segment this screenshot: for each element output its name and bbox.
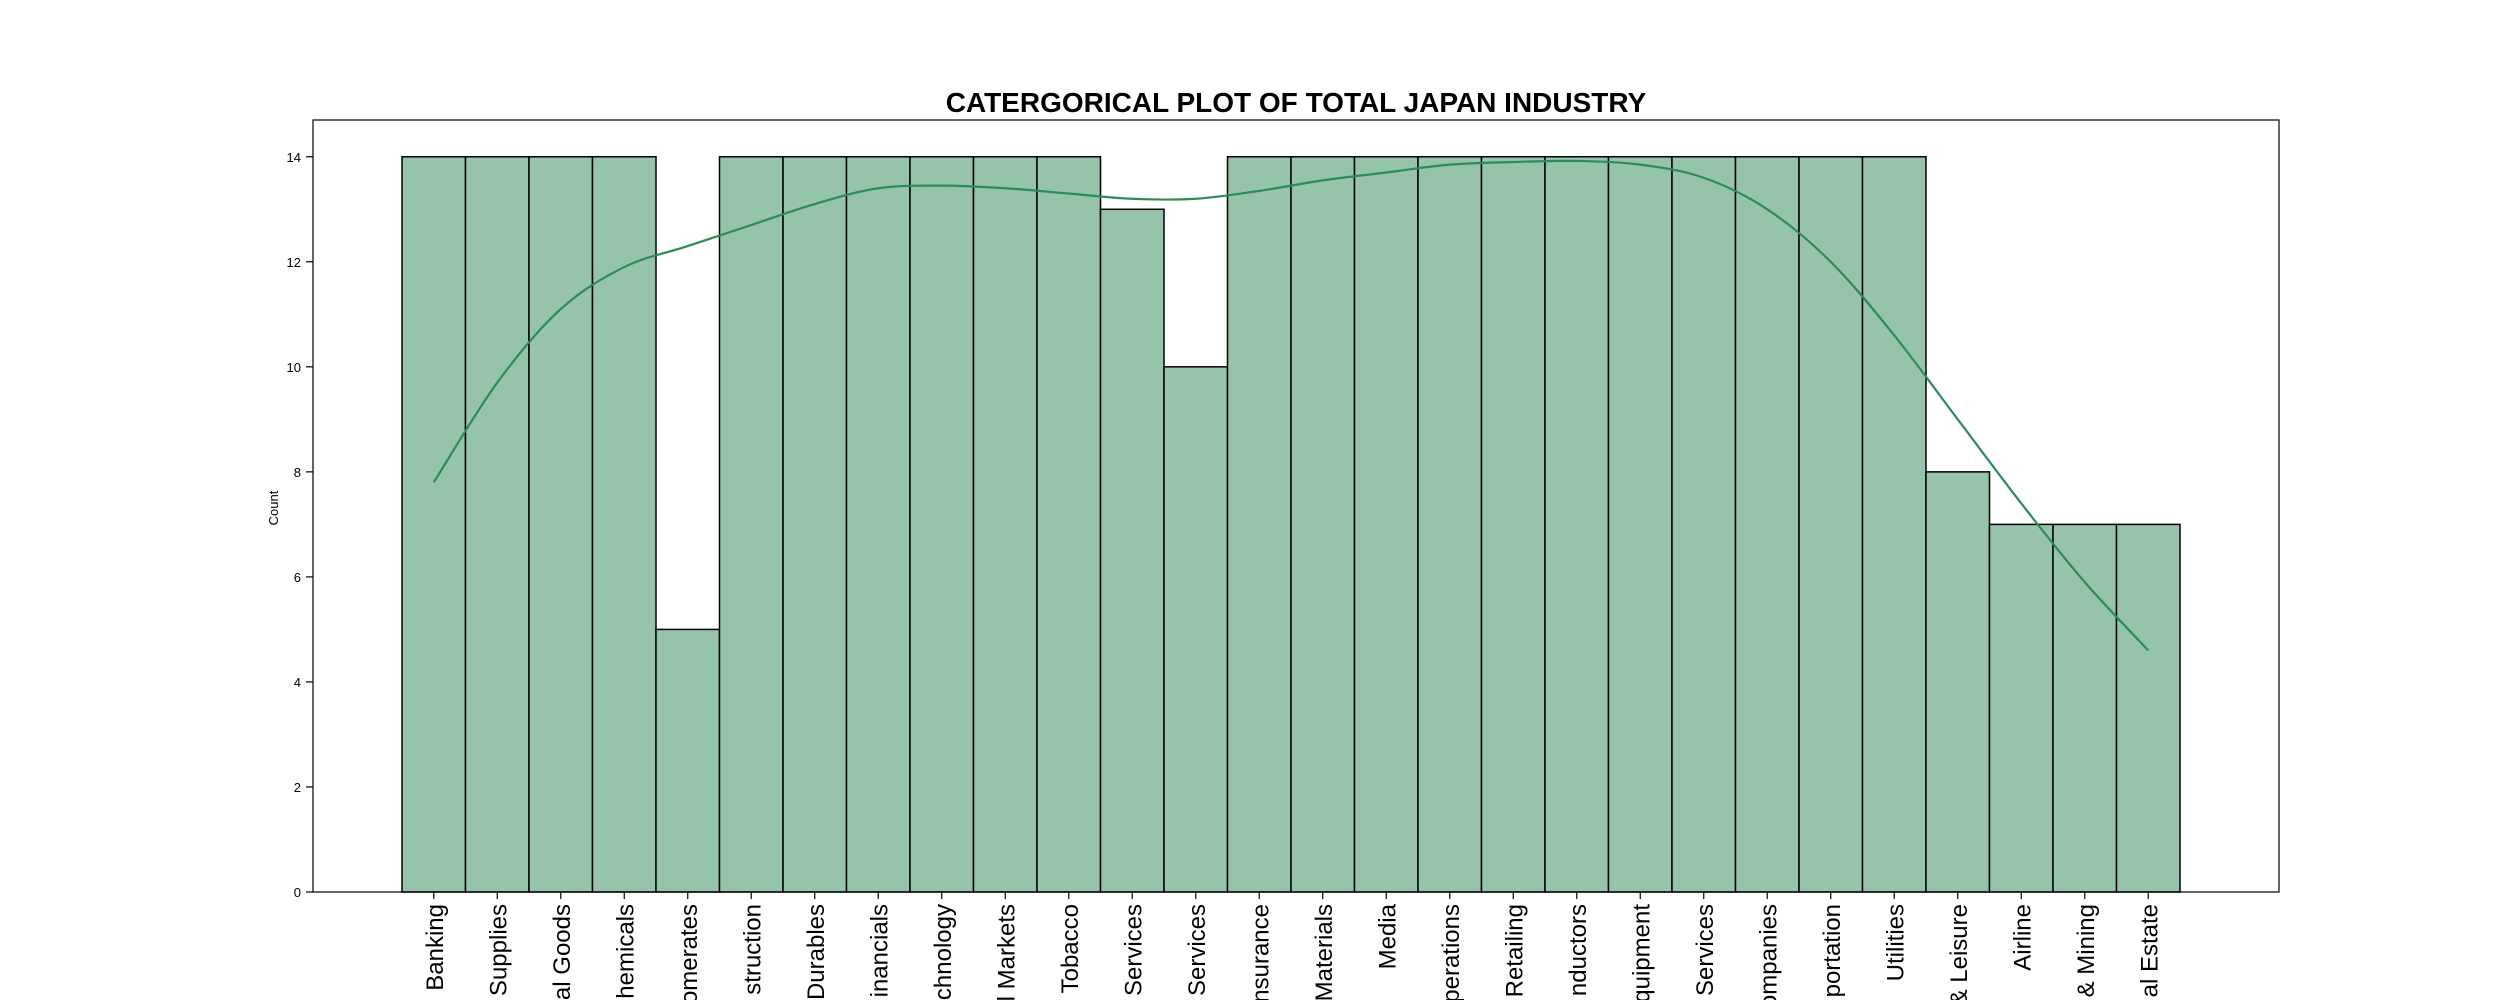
bar: [655, 628, 721, 893]
x-tick-label: Services: [1184, 904, 1211, 996]
bar: [401, 156, 467, 893]
bar: [1988, 523, 2054, 893]
x-axis: Banking Supplies al Goods hemicals omerates s…: [422, 892, 2163, 1000]
x-tick-label: al Goods: [549, 904, 576, 1000]
x-tick-label: Supplies: [485, 904, 512, 996]
bars-layer: [401, 156, 2181, 893]
x-tick-label: inancials: [866, 904, 893, 997]
bar: [1099, 208, 1165, 893]
bar: [1290, 156, 1356, 893]
y-tick-label: 6: [294, 570, 301, 585]
bar: [782, 156, 848, 893]
x-tick-label: l Markets: [993, 904, 1020, 1000]
x-tick-label: & Mining: [2073, 904, 2100, 997]
y-tick-label: 14: [287, 150, 301, 165]
bar: [2052, 523, 2118, 893]
bar: [528, 156, 594, 893]
bar: [2115, 523, 2181, 893]
x-tick-label: portation: [1819, 904, 1846, 997]
y-axis-label: Count: [266, 490, 281, 525]
x-tick-label: Utilities: [1882, 904, 1909, 981]
bar: [1607, 156, 1673, 893]
y-tick-label: 4: [294, 675, 301, 690]
x-tick-label: Retailing: [1501, 904, 1528, 997]
chart-title: CATERGORICAL PLOT OF TOTAL JAPAN INDUSTR…: [946, 87, 1647, 118]
bar: [1480, 156, 1546, 893]
y-tick-label: 8: [294, 465, 301, 480]
kde-layer: [432, 159, 2150, 652]
bar: [1226, 156, 1292, 893]
bar: [1925, 471, 1991, 893]
x-tick-label: & Leisure: [1946, 904, 1973, 1000]
plot-frame: [312, 119, 2280, 893]
bar: [1163, 366, 1229, 893]
y-tick-label: 2: [294, 780, 301, 795]
y-tick-label: 10: [287, 360, 301, 375]
x-tick-label: Airline: [2009, 904, 2036, 971]
x-tick-label: Media: [1374, 903, 1401, 969]
bar: [1417, 156, 1483, 893]
bar: [464, 156, 530, 893]
bar: [1861, 156, 1927, 893]
x-tick-label: Materials: [1311, 904, 1338, 1000]
y-tick-label: 12: [287, 255, 301, 270]
x-tick-label: chnology: [930, 904, 957, 1000]
bar: [1544, 156, 1610, 893]
x-tick-label: nsurance: [1247, 904, 1274, 1000]
x-tick-label: al Estate: [2136, 904, 2163, 997]
bar: [909, 156, 975, 893]
bar: [845, 156, 911, 893]
x-tick-label: struction: [739, 904, 766, 995]
y-tick-label: 0: [294, 885, 301, 900]
kde-curve: [432, 159, 2150, 652]
bar: [1036, 156, 1102, 893]
bar: [718, 156, 784, 893]
bar: [972, 156, 1038, 893]
bar: [1353, 156, 1419, 893]
bar: [1798, 156, 1864, 893]
x-tick-label: Services: [1120, 904, 1147, 996]
x-tick-label: hemicals: [612, 904, 639, 999]
x-tick-label: quipment: [1628, 904, 1655, 1000]
x-tick-label: Services: [1692, 904, 1719, 996]
x-tick-label: nductors: [1565, 904, 1592, 996]
x-tick-label: ompanies: [1755, 904, 1782, 1000]
x-tick-label: Banking: [422, 904, 449, 991]
bar: [1734, 156, 1800, 893]
x-tick-label: omerates: [676, 904, 703, 1000]
y-axis: 0 2 4 6 8 10 12 14: [287, 150, 313, 900]
bar: [1671, 156, 1737, 893]
x-tick-label: Tobacco: [1057, 904, 1084, 993]
x-tick-label: perations: [1438, 904, 1465, 1000]
x-tick-label: Durables: [803, 904, 830, 1000]
